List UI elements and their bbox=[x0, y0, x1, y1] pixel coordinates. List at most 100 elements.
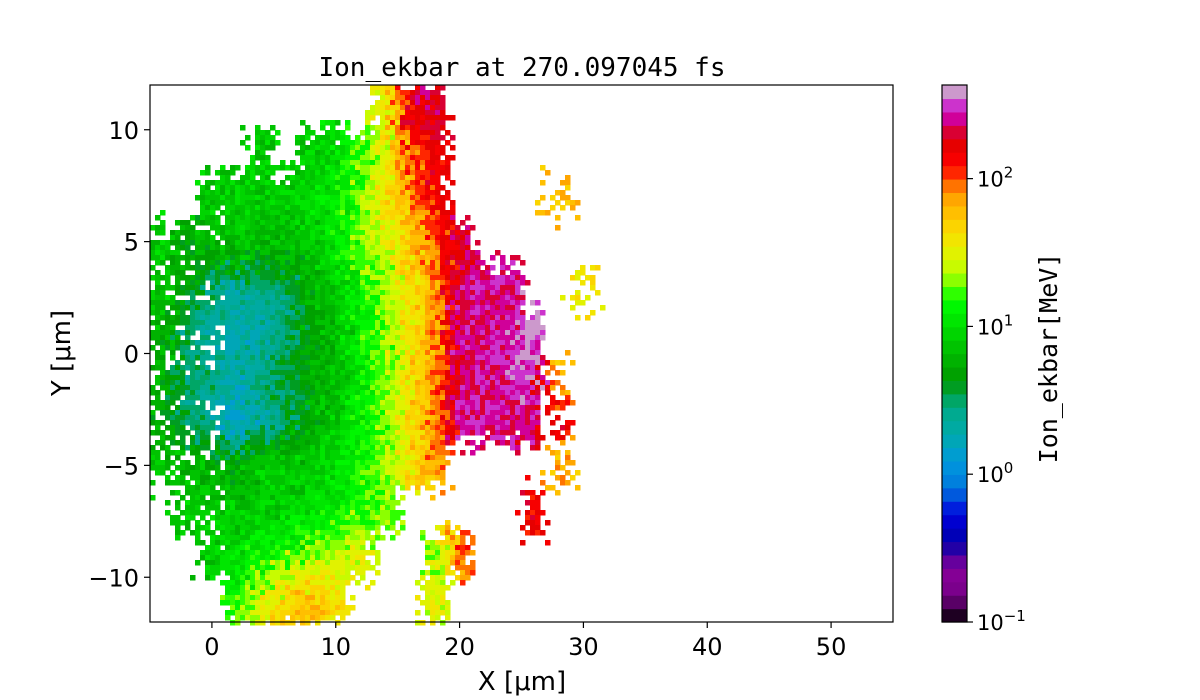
heatmap-cell bbox=[370, 190, 376, 196]
heatmap-cell bbox=[490, 295, 496, 301]
heatmap-cell bbox=[230, 225, 236, 231]
heatmap-cell bbox=[525, 385, 531, 391]
heatmap-cell bbox=[185, 250, 191, 256]
heatmap-cell bbox=[485, 300, 491, 306]
heatmap-cell bbox=[390, 320, 396, 326]
heatmap-cell bbox=[245, 240, 251, 246]
heatmap-cell bbox=[310, 440, 316, 446]
heatmap-cell bbox=[270, 445, 276, 451]
heatmap-cell bbox=[470, 225, 476, 231]
heatmap-cell bbox=[420, 325, 426, 331]
heatmap-cell bbox=[370, 510, 376, 516]
heatmap-cell bbox=[310, 180, 316, 186]
heatmap-cell bbox=[295, 390, 301, 396]
heatmap-cell bbox=[180, 350, 186, 356]
heatmap-cell bbox=[410, 320, 416, 326]
heatmap-cell bbox=[255, 165, 261, 171]
heatmap-cell bbox=[350, 235, 356, 241]
heatmap-cell bbox=[365, 435, 371, 441]
heatmap-cell bbox=[360, 280, 366, 286]
heatmap-cell bbox=[345, 475, 351, 481]
heatmap-cell bbox=[240, 325, 246, 331]
heatmap-cell bbox=[255, 210, 261, 216]
heatmap-cell bbox=[450, 260, 456, 266]
heatmap-cell bbox=[495, 280, 501, 286]
heatmap-cell bbox=[230, 505, 236, 511]
heatmap-cell bbox=[170, 260, 176, 266]
heatmap-cell bbox=[465, 425, 471, 431]
heatmap-cell bbox=[370, 285, 376, 291]
heatmap-cell bbox=[225, 435, 231, 441]
heatmap-cell bbox=[305, 135, 311, 141]
heatmap-cell bbox=[315, 460, 321, 466]
heatmap-cell bbox=[440, 205, 446, 211]
heatmap-cell bbox=[260, 245, 266, 251]
heatmap-cell bbox=[345, 305, 351, 311]
heatmap-cell bbox=[365, 255, 371, 261]
heatmap-cell bbox=[405, 100, 411, 106]
heatmap-cell bbox=[570, 400, 576, 406]
heatmap-cell bbox=[165, 245, 171, 251]
heatmap-cell bbox=[510, 425, 516, 431]
heatmap-cell bbox=[160, 225, 166, 231]
heatmap-cell bbox=[355, 420, 361, 426]
heatmap-cell bbox=[325, 445, 331, 451]
heatmap-cell bbox=[300, 320, 306, 326]
heatmap-cell bbox=[310, 195, 316, 201]
heatmap-cell bbox=[220, 415, 226, 421]
heatmap-cell bbox=[345, 280, 351, 286]
heatmap-cell bbox=[280, 240, 286, 246]
heatmap-cell bbox=[420, 250, 426, 256]
heatmap-cell bbox=[245, 315, 251, 321]
heatmap-cell bbox=[385, 435, 391, 441]
heatmap-cell bbox=[440, 345, 446, 351]
heatmap-cell bbox=[285, 435, 291, 441]
heatmap-cell bbox=[150, 290, 156, 296]
heatmap-cell bbox=[330, 380, 336, 386]
heatmap-cell bbox=[510, 310, 516, 316]
heatmap-cell bbox=[230, 220, 236, 226]
heatmap-cell bbox=[535, 395, 541, 401]
heatmap-cell bbox=[375, 125, 381, 131]
heatmap-cell bbox=[370, 185, 376, 191]
heatmap-cell bbox=[345, 320, 351, 326]
heatmap-cell bbox=[400, 240, 406, 246]
heatmap-cell bbox=[370, 180, 376, 186]
heatmap-cell bbox=[325, 450, 331, 456]
heatmap-cell bbox=[440, 105, 446, 111]
heatmap-cell bbox=[200, 370, 206, 376]
heatmap-cell bbox=[400, 510, 406, 516]
heatmap-cell bbox=[295, 230, 301, 236]
heatmap-cell bbox=[210, 485, 216, 491]
heatmap-cell bbox=[395, 295, 401, 301]
heatmap-cell bbox=[280, 400, 286, 406]
heatmap-cell bbox=[345, 215, 351, 221]
heatmap-cell bbox=[290, 480, 296, 486]
heatmap-cell bbox=[275, 210, 281, 216]
heatmap-cell bbox=[465, 430, 471, 436]
heatmap-cell bbox=[385, 445, 391, 451]
heatmap-cell bbox=[470, 260, 476, 266]
heatmap-cell bbox=[215, 445, 221, 451]
heatmap-cell bbox=[320, 345, 326, 351]
heatmap-cell bbox=[260, 200, 266, 206]
heatmap-cell bbox=[545, 390, 551, 396]
heatmap-cell bbox=[400, 250, 406, 256]
heatmap-cell bbox=[245, 310, 251, 316]
heatmap-cell bbox=[505, 325, 511, 331]
heatmap-cell bbox=[315, 405, 321, 411]
heatmap-cell bbox=[555, 215, 561, 221]
heatmap-cell bbox=[415, 205, 421, 211]
heatmap-cell bbox=[260, 500, 266, 506]
heatmap-cell bbox=[520, 355, 526, 361]
heatmap-cell bbox=[530, 300, 536, 306]
heatmap-cell bbox=[530, 490, 536, 496]
heatmap-cell bbox=[160, 430, 166, 436]
heatmap-cell bbox=[290, 355, 296, 361]
heatmap-cell bbox=[310, 455, 316, 461]
heatmap-cell bbox=[170, 490, 176, 496]
heatmap-cell bbox=[205, 245, 211, 251]
heatmap-cell bbox=[330, 460, 336, 466]
heatmap-cell bbox=[175, 405, 181, 411]
heatmap-cell bbox=[385, 160, 391, 166]
